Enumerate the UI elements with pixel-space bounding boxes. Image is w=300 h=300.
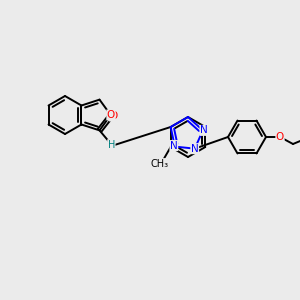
- Text: O: O: [110, 111, 118, 121]
- Text: CH₃: CH₃: [151, 159, 169, 169]
- Text: O: O: [107, 110, 115, 120]
- Text: N: N: [200, 125, 208, 135]
- Text: O: O: [276, 132, 284, 142]
- Text: N: N: [191, 144, 199, 154]
- Text: N: N: [170, 141, 178, 151]
- Text: H: H: [108, 140, 115, 150]
